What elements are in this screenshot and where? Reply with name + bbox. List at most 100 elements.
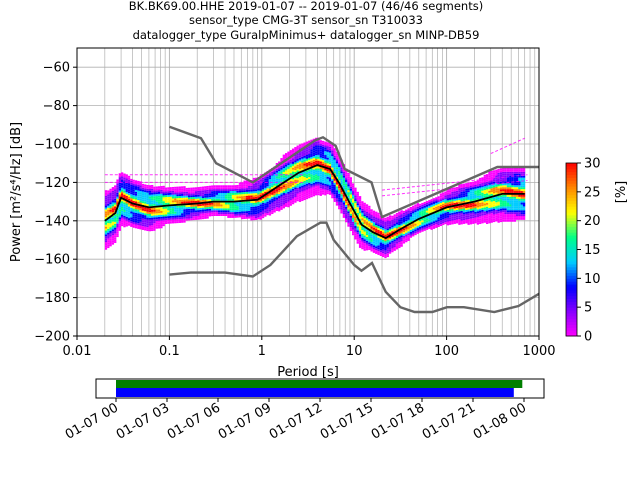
heatmap-cell [146, 208, 149, 210]
heatmap-cell [479, 206, 482, 209]
heatmap-cell [278, 196, 281, 198]
heatmap-cell [324, 168, 327, 171]
heatmap-cell [236, 202, 239, 205]
heatmap-cell [315, 145, 318, 148]
heatmap-cell [259, 179, 262, 182]
heatmap-cell [282, 162, 285, 165]
heatmap-cell [227, 210, 230, 213]
heatmap-cell [485, 189, 489, 192]
heatmap-cell [169, 192, 172, 195]
heatmap-cell [479, 210, 482, 213]
heatmap-cell [363, 216, 366, 219]
heatmap-cell [340, 194, 343, 197]
heatmap-cell [476, 188, 480, 191]
heatmap-cell [181, 186, 184, 189]
heatmap-cell [305, 164, 309, 167]
heatmap-cell [513, 175, 516, 178]
heatmap-cell [444, 197, 447, 200]
heatmap-cell [354, 222, 357, 225]
heatmap-cell [250, 183, 253, 186]
heatmap-cell [430, 210, 433, 213]
heatmap-cell [160, 214, 163, 217]
heatmap-cell [185, 193, 188, 196]
heatmap-cell [495, 183, 498, 185]
heatmap-cell [423, 202, 426, 204]
heatmap-cell [495, 215, 498, 218]
heatmap-cell [321, 152, 325, 155]
heatmap-cell [160, 216, 163, 219]
heatmap-cell [490, 190, 493, 193]
heatmap-cell [335, 155, 339, 158]
heatmap-cell [502, 202, 505, 205]
heatmap-cell [379, 250, 383, 253]
heatmap-cell [116, 210, 119, 213]
heatmap-cell [333, 176, 336, 179]
heatmap-cell [395, 232, 399, 235]
heatmap-cell [231, 191, 235, 193]
heatmap-cell [317, 168, 320, 171]
heatmap-cell [451, 203, 454, 206]
heatmap-cell [361, 226, 364, 229]
heatmap-cell [522, 171, 526, 174]
heatmap-cell [347, 205, 350, 208]
heatmap-cell [518, 173, 521, 176]
heatmap-cell [266, 195, 269, 198]
heatmap-cell [488, 204, 491, 207]
heatmap-cell [315, 180, 318, 182]
heatmap-cell [333, 157, 336, 160]
heatmap-cell [335, 159, 339, 162]
heatmap-cell [261, 204, 265, 207]
heatmap-cell [271, 202, 274, 205]
heatmap-cell [141, 228, 145, 230]
heatmap-cell [382, 230, 385, 233]
heatmap-cell [345, 212, 348, 215]
heatmap-cell [513, 212, 516, 215]
heatmap-cell [264, 189, 267, 192]
heatmap-cell [308, 146, 311, 149]
heatmap-cell [294, 177, 297, 180]
heatmap-cell [365, 211, 369, 214]
heatmap-cell [215, 198, 219, 201]
heatmap-cell [483, 176, 486, 179]
heatmap-cell [114, 221, 117, 224]
heatmap-cell [335, 180, 339, 183]
heatmap-cell [294, 185, 297, 188]
heatmap-cell [245, 193, 249, 196]
heatmap-cell [365, 221, 369, 224]
heatmap-cell [264, 176, 267, 179]
heatmap-cell [254, 204, 258, 207]
heatmap-cell [178, 221, 182, 223]
heatmap-cell [412, 217, 415, 220]
heatmap-cell [522, 183, 526, 186]
heatmap-cell [354, 229, 357, 232]
heatmap-cell [515, 181, 519, 184]
heatmap-cell [284, 153, 288, 156]
heatmap-cell [423, 219, 426, 222]
heatmap-cell [201, 213, 205, 216]
heatmap-cell [208, 191, 212, 194]
heatmap-cell [208, 195, 212, 198]
heatmap-cell [370, 247, 373, 250]
heatmap-cell [287, 180, 290, 183]
heatmap-cell [511, 208, 514, 211]
heatmap-cell [319, 182, 322, 185]
heatmap-cell [395, 241, 399, 244]
heatmap-cell [296, 145, 299, 148]
heatmap-cell [393, 233, 396, 236]
heatmap-cell [181, 201, 184, 204]
heatmap-cell [303, 177, 306, 179]
heatmap-cell [241, 186, 244, 189]
heatmap-cell [141, 212, 145, 215]
heatmap-cell [197, 188, 200, 191]
heatmap-cell [469, 184, 473, 186]
heatmap-cell [395, 212, 399, 215]
heatmap-cell [125, 207, 128, 210]
heatmap-cell [418, 228, 422, 231]
heatmap-cell [308, 184, 311, 187]
heatmap-cell [488, 202, 491, 205]
heatmap-cell [331, 159, 334, 162]
heatmap-cell [502, 212, 505, 215]
heatmap-cell [224, 214, 228, 216]
heatmap-cell [245, 191, 249, 194]
heatmap-cell [273, 193, 276, 196]
